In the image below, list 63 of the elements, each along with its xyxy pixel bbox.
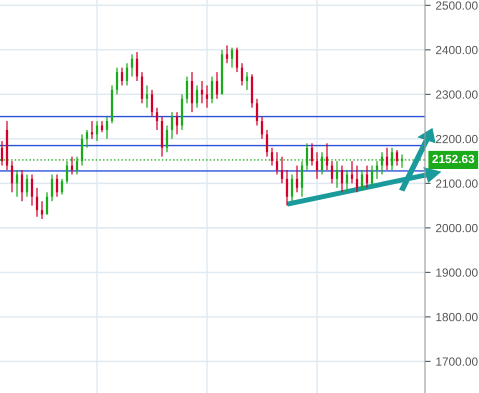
candlestick — [200, 80, 204, 104]
ref-line-label: 2152.63 — [432, 154, 474, 164]
candlestick — [206, 84, 208, 108]
candlestick — [386, 147, 388, 171]
y-tick-label: 1800.00 — [436, 312, 478, 322]
candlestick — [86, 129, 88, 148]
y-tick-label: 2300.00 — [436, 90, 478, 99]
y-tick-label: 2500.00 — [436, 1, 478, 10]
candlestick — [96, 120, 98, 142]
y-tick-label: 1900.00 — [436, 268, 478, 277]
candlestick — [370, 164, 374, 186]
candlestick — [16, 169, 18, 198]
candlestick — [36, 187, 38, 218]
candlestick — [280, 156, 284, 184]
candlestick — [216, 71, 218, 100]
candlestick — [146, 84, 148, 108]
candlestick — [340, 164, 344, 193]
candlestick — [46, 192, 48, 216]
candlestick — [246, 71, 248, 91]
candlestick — [170, 112, 174, 140]
candlestick — [60, 178, 64, 196]
candlestick — [330, 160, 334, 184]
candlestick — [156, 107, 158, 131]
candlestick — [240, 62, 244, 86]
candlestick — [116, 67, 118, 95]
candlestick — [346, 169, 348, 193]
candlestick — [106, 116, 108, 140]
y-tick-label: 2100.00 — [436, 179, 478, 188]
candlestick — [366, 164, 368, 188]
candlestick — [126, 62, 128, 86]
candlestick — [130, 54, 134, 78]
candlestick — [190, 71, 194, 113]
candlestick — [176, 112, 178, 136]
candlestick — [356, 164, 358, 193]
candlestick — [10, 160, 14, 193]
candlestick — [186, 76, 188, 104]
y-tick-label: 2200.00 — [436, 134, 478, 144]
candlestick — [90, 120, 94, 140]
candlestick — [336, 160, 338, 188]
candlestick — [276, 152, 278, 176]
candlestick — [196, 84, 198, 108]
candlestick — [120, 67, 124, 86]
candlestick — [326, 142, 328, 171]
candlestick — [316, 152, 318, 180]
candlestick — [40, 200, 44, 220]
candlestick — [166, 124, 168, 153]
candlestick — [26, 174, 28, 198]
candlestick — [396, 149, 398, 166]
candlestick — [296, 164, 298, 193]
candlestick — [260, 116, 264, 140]
candlestick — [100, 120, 104, 133]
candlestick — [140, 71, 144, 104]
y-tick-label: 2400.00 — [436, 46, 478, 54]
candlestick — [270, 147, 274, 166]
y-tick-label: 2000.00 — [436, 224, 478, 232]
candlestick — [360, 169, 364, 191]
candlestick — [136, 51, 138, 82]
y-tick-label: 1700.00 — [436, 357, 478, 366]
candlestick — [70, 156, 74, 176]
candlestick — [210, 76, 214, 104]
candlestick — [20, 169, 24, 202]
candlestick — [350, 160, 354, 184]
candlestick — [56, 174, 58, 198]
